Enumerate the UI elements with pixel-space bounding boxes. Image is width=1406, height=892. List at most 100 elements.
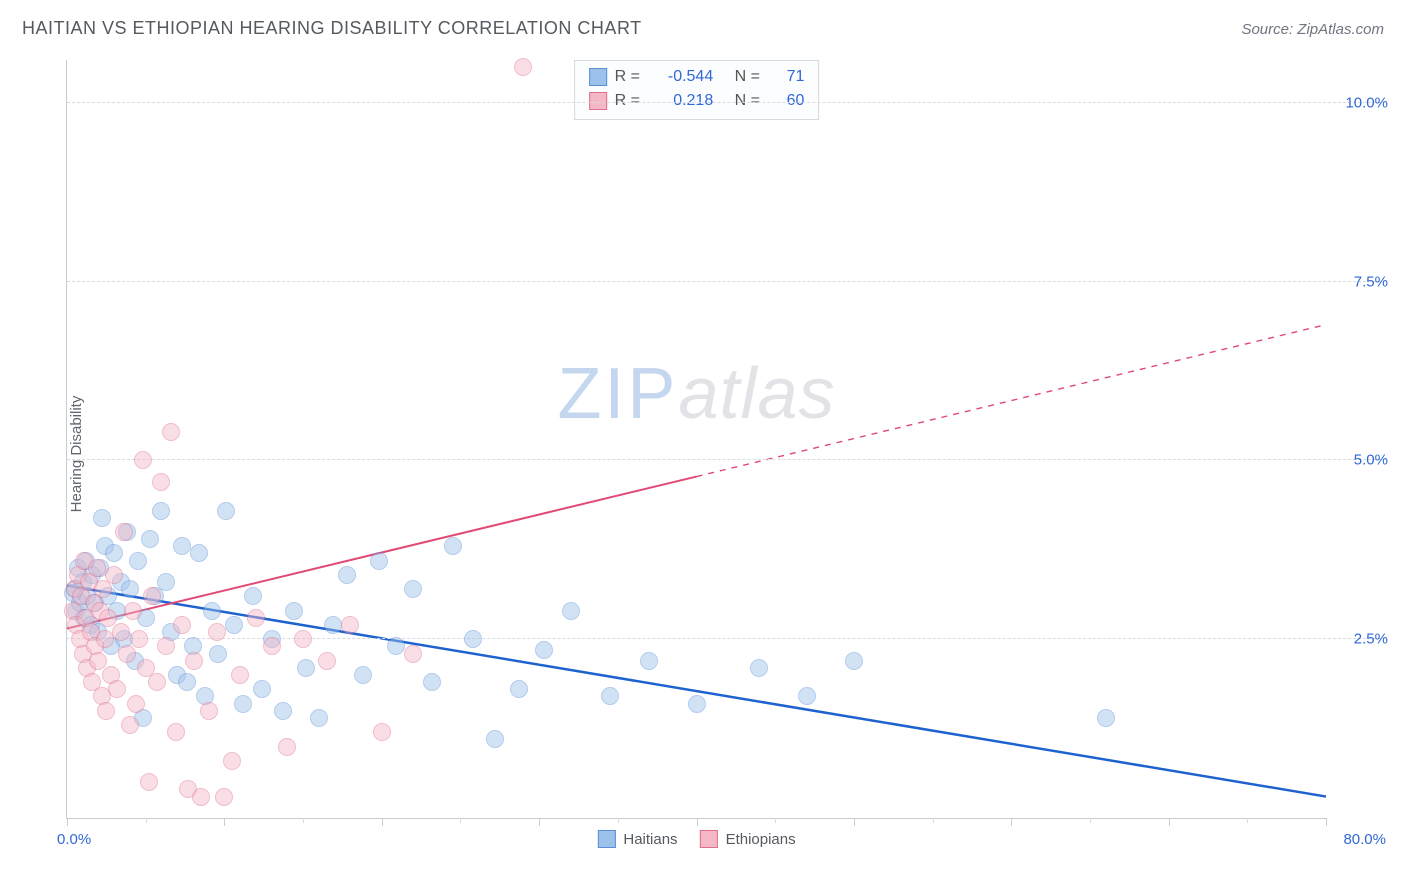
data-point-haitians [152, 502, 170, 520]
swatch-haitians [589, 68, 607, 86]
data-point-haitians [845, 652, 863, 670]
data-point-ethiopians [404, 645, 422, 663]
data-point-ethiopians [134, 451, 152, 469]
data-point-haitians [297, 659, 315, 677]
series-legend: HaitiansEthiopians [597, 830, 795, 848]
x-tick-minor [1090, 818, 1091, 823]
data-point-ethiopians [108, 680, 126, 698]
data-point-ethiopians [118, 645, 136, 663]
x-tick-minor [146, 818, 147, 823]
data-point-haitians [688, 695, 706, 713]
data-point-haitians [1097, 709, 1115, 727]
data-point-ethiopians [112, 623, 130, 641]
data-point-haitians [535, 641, 553, 659]
data-point-ethiopians [121, 716, 139, 734]
legend-item-ethiopians: Ethiopians [700, 830, 796, 848]
data-point-haitians [173, 537, 191, 555]
data-point-haitians [253, 680, 271, 698]
r-value-haitians: -0.544 [652, 65, 713, 89]
data-point-haitians [354, 666, 372, 684]
x-tick-minor [933, 818, 934, 823]
chart-container: Hearing Disability ZIPatlas R = -0.544 N… [48, 60, 1386, 847]
data-point-haitians [225, 616, 243, 634]
x-tick-minor [775, 818, 776, 823]
data-point-ethiopians [247, 609, 265, 627]
data-point-haitians [404, 580, 422, 598]
data-point-haitians [601, 687, 619, 705]
data-point-haitians [750, 659, 768, 677]
data-point-haitians [798, 687, 816, 705]
legend-swatch-ethiopians [700, 830, 718, 848]
x-axis-origin-label: 0.0% [57, 831, 91, 848]
watermark-strong: ZIP [557, 354, 678, 434]
n-label: N = [721, 65, 764, 89]
r-label: R = [615, 65, 645, 89]
x-tick [224, 818, 225, 826]
x-tick [854, 818, 855, 826]
data-point-ethiopians [318, 652, 336, 670]
data-point-ethiopians [127, 695, 145, 713]
data-point-ethiopians [88, 559, 106, 577]
data-point-ethiopians [200, 702, 218, 720]
gridline [67, 459, 1386, 460]
data-point-ethiopians [514, 58, 532, 76]
data-point-ethiopians [294, 630, 312, 648]
data-point-haitians [203, 602, 221, 620]
data-point-haitians [370, 552, 388, 570]
gridline [67, 102, 1386, 103]
y-tick-label: 2.5% [1354, 631, 1388, 648]
x-tick [1169, 818, 1170, 826]
data-point-ethiopians [173, 616, 191, 634]
data-point-ethiopians [185, 652, 203, 670]
legend-swatch-haitians [597, 830, 615, 848]
x-tick [382, 818, 383, 826]
x-tick [1326, 818, 1327, 826]
trend-line-dashed-ethiopians [697, 325, 1327, 477]
data-point-ethiopians [263, 637, 281, 655]
data-point-ethiopians [167, 723, 185, 741]
data-point-haitians [217, 502, 235, 520]
data-point-ethiopians [215, 788, 233, 806]
data-point-haitians [93, 509, 111, 527]
data-point-haitians [129, 552, 147, 570]
data-point-ethiopians [140, 773, 158, 791]
correlation-stats-box: R = -0.544 N = 71R = 0.218 N = 60 [574, 60, 820, 120]
data-point-ethiopians [115, 523, 133, 541]
data-point-haitians [423, 673, 441, 691]
data-point-haitians [285, 602, 303, 620]
data-point-ethiopians [208, 623, 226, 641]
y-tick-label: 5.0% [1354, 452, 1388, 469]
x-tick-minor [460, 818, 461, 823]
y-tick-label: 10.0% [1345, 94, 1388, 111]
y-tick-label: 7.5% [1354, 273, 1388, 290]
data-point-ethiopians [148, 673, 166, 691]
data-point-ethiopians [192, 788, 210, 806]
x-tick-minor [1247, 818, 1248, 823]
data-point-haitians [562, 602, 580, 620]
data-point-haitians [121, 580, 139, 598]
x-tick [539, 818, 540, 826]
data-point-haitians [190, 544, 208, 562]
n-value-haitians: 71 [772, 65, 804, 89]
data-point-ethiopians [157, 637, 175, 655]
stats-row-haitians: R = -0.544 N = 71 [589, 65, 805, 89]
data-point-ethiopians [152, 473, 170, 491]
x-axis-max-label: 80.0% [1343, 831, 1386, 848]
watermark-light: atlas [678, 354, 835, 434]
x-tick [67, 818, 68, 826]
data-point-haitians [209, 645, 227, 663]
data-point-haitians [141, 530, 159, 548]
data-point-ethiopians [105, 566, 123, 584]
data-point-ethiopians [231, 666, 249, 684]
data-point-haitians [387, 637, 405, 655]
data-point-haitians [310, 709, 328, 727]
legend-label-ethiopians: Ethiopians [726, 831, 796, 848]
x-tick [1011, 818, 1012, 826]
data-point-haitians [244, 587, 262, 605]
data-point-haitians [324, 616, 342, 634]
data-point-ethiopians [124, 602, 142, 620]
plot-area: ZIPatlas R = -0.544 N = 71R = 0.218 N = … [66, 60, 1326, 819]
data-point-ethiopians [143, 587, 161, 605]
data-point-haitians [178, 673, 196, 691]
data-point-haitians [444, 537, 462, 555]
